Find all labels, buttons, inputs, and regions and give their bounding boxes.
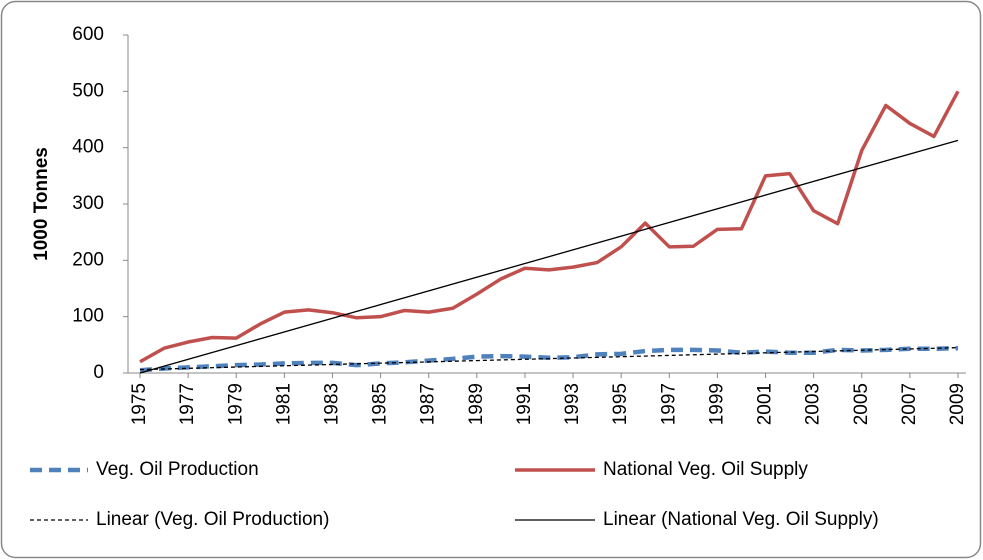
series-line — [139, 139, 959, 374]
x-tick-label: 2001 — [755, 383, 776, 425]
series-line — [139, 347, 959, 371]
x-tick-label: 1999 — [706, 383, 727, 425]
x-tick-label: 1993 — [562, 383, 583, 425]
x-tick-label: 1977 — [177, 383, 198, 425]
y-tick-label: 400 — [72, 137, 104, 158]
legend-label: Veg. Oil Production — [96, 459, 259, 480]
legend-label: Linear (National Veg. Oil Supply) — [603, 509, 879, 530]
x-tick-label: 2005 — [851, 383, 872, 425]
x-tick-label: 1989 — [466, 383, 487, 425]
y-tick-label: 500 — [72, 80, 104, 101]
legend-label: Linear (Veg. Oil Production) — [96, 509, 329, 530]
x-tick-label: 1983 — [321, 383, 342, 425]
x-tick-label: 2007 — [899, 383, 920, 425]
series-line — [139, 345, 959, 373]
x-tick-label: 1979 — [225, 383, 246, 425]
y-tick-label: 600 — [72, 24, 104, 45]
legend-label: National Veg. Oil Supply — [603, 459, 808, 480]
y-tick-label: 300 — [72, 193, 104, 214]
y-tick-label: 100 — [72, 306, 104, 327]
series-line — [139, 90, 960, 364]
x-tick-label: 2003 — [803, 383, 824, 425]
x-tick-label: 1991 — [514, 383, 535, 425]
x-tick-label: 1987 — [418, 383, 439, 425]
y-tick-label: 200 — [72, 249, 104, 270]
x-tick-label: 1995 — [610, 383, 631, 425]
y-tick-label: 0 — [93, 362, 104, 383]
x-tick-label: 1981 — [273, 383, 294, 425]
x-tick-label: 1997 — [658, 383, 679, 425]
y-axis-label: 1000 Tonnes — [31, 147, 52, 261]
x-tick-label: 1985 — [370, 383, 391, 425]
x-tick-label: 2009 — [947, 383, 968, 425]
x-tick-label: 1975 — [129, 383, 150, 425]
